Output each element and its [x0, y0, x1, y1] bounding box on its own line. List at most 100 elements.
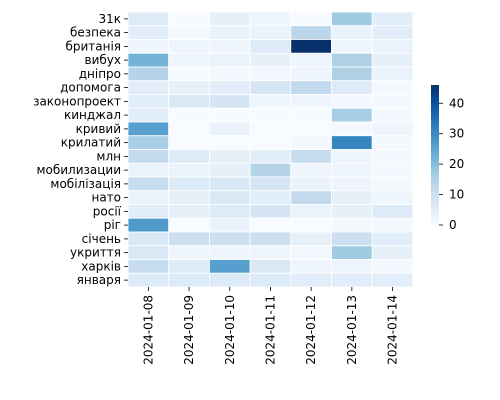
- heatmap-cells: [127, 11, 414, 288]
- heatmap-cell: [249, 176, 292, 192]
- colorbar-segment: [431, 131, 439, 134]
- colorbar-tick-label: 30: [449, 127, 464, 141]
- colorbar-segment: [431, 93, 439, 96]
- x-tick-label: 2024-01-09: [182, 295, 196, 365]
- heatmap-cell: [290, 25, 332, 40]
- heatmap-cell: [290, 66, 332, 82]
- heatmap-cell: [371, 80, 414, 95]
- heatmap-cell: [127, 245, 170, 260]
- colorbar-segment: [431, 195, 439, 198]
- heatmap-cell: [290, 231, 332, 247]
- heatmap-cell: [249, 204, 292, 219]
- heatmap-cell: [249, 80, 292, 95]
- colorbar-segment: [431, 109, 439, 112]
- heatmap-cell: [371, 176, 414, 192]
- heatmap-cell: [290, 272, 332, 288]
- heatmap-cell: [331, 162, 373, 178]
- colorbar-segment: [431, 193, 439, 196]
- heatmap-cell: [208, 162, 251, 178]
- heatmap-cell: [208, 190, 251, 205]
- colorbar-segment: [431, 183, 439, 186]
- heatmap-cell: [168, 11, 210, 27]
- colorbar-segment: [431, 215, 439, 218]
- heatmap-cell: [371, 259, 414, 274]
- colorbar-segment: [431, 113, 439, 116]
- colorbar-segment: [431, 121, 439, 124]
- colorbar-segment: [431, 125, 439, 128]
- x-tick-label: 2024-01-12: [304, 295, 318, 365]
- heatmap-cell: [208, 231, 251, 247]
- heatmap-cell: [290, 162, 332, 178]
- heatmap-cell: [331, 176, 373, 192]
- colorbar-segment: [431, 157, 439, 160]
- heatmap-cell: [127, 272, 170, 288]
- colorbar-segment: [431, 223, 439, 226]
- heatmap-cell: [168, 190, 210, 205]
- heatmap-cell: [168, 25, 210, 40]
- colorbar-segment: [431, 111, 439, 114]
- heatmap-cell: [331, 149, 373, 164]
- heatmap-cell: [331, 11, 373, 27]
- heatmap-cell: [127, 217, 170, 233]
- heatmap-cell: [249, 245, 292, 260]
- heatmap-cell: [168, 231, 210, 247]
- colorbar-segment: [431, 87, 439, 90]
- colorbar-segment: [431, 129, 439, 132]
- colorbar-segment: [431, 167, 439, 170]
- colorbar-segment: [431, 219, 439, 222]
- heatmap-cell: [208, 176, 251, 192]
- colorbar-segment: [431, 211, 439, 214]
- heatmap-cell: [331, 52, 373, 68]
- colorbar-segment: [431, 91, 439, 94]
- y-tick-label: безпека: [70, 26, 121, 40]
- heatmap-cell: [331, 245, 373, 260]
- heatmap-cell: [290, 11, 332, 27]
- colorbar-segment: [431, 95, 439, 98]
- heatmap-cell: [208, 245, 251, 260]
- heatmap-cell: [208, 66, 251, 82]
- colorbar-segment: [431, 173, 439, 176]
- heatmap-cell: [371, 245, 414, 260]
- heatmap-cell: [371, 135, 414, 150]
- colorbar-segment: [431, 205, 439, 208]
- heatmap-cell: [331, 80, 373, 95]
- heatmap-cell: [331, 190, 373, 205]
- y-tick-label: харків: [81, 259, 121, 273]
- heatmap-cell: [331, 217, 373, 233]
- colorbar-segment: [431, 101, 439, 104]
- heatmap-cell: [371, 121, 414, 137]
- heatmap-cell: [290, 245, 332, 260]
- x-tick-label: 2024-01-08: [141, 295, 155, 365]
- colorbar-segment: [431, 159, 439, 162]
- x-tick-labels: 2024-01-08 2024-01-09 2024-01-10 2024-01-11…: [141, 287, 400, 365]
- heatmap-cell: [127, 162, 170, 178]
- colorbar-segment: [431, 177, 439, 180]
- colorbar-segment: [431, 99, 439, 102]
- heatmap-cell: [127, 121, 170, 137]
- x-tick-label: 2024-01-10: [223, 295, 237, 365]
- colorbar-segment: [431, 221, 439, 224]
- colorbar-segment: [431, 103, 439, 106]
- y-tick-label: дніпро: [79, 67, 121, 81]
- colorbar-segment: [431, 169, 439, 172]
- heatmap-cell: [331, 25, 373, 40]
- colorbar-segment: [431, 137, 439, 140]
- colorbar-segment: [431, 203, 439, 206]
- heatmap-cell: [331, 107, 373, 123]
- y-tick-label: нато: [91, 191, 121, 205]
- y-tick-label: ріг: [104, 218, 121, 232]
- colorbar-segment: [431, 207, 439, 210]
- heatmap-cell: [168, 217, 210, 233]
- heatmap-cell: [331, 66, 373, 82]
- colorbar-segment: [431, 135, 439, 138]
- y-tick-label: мобилизации: [36, 163, 121, 177]
- heatmap-cell: [290, 107, 332, 123]
- heatmap-cell: [127, 135, 170, 150]
- heatmap-cell: [168, 52, 210, 68]
- heatmap-cell: [249, 52, 292, 68]
- heatmap-cell: [371, 204, 414, 219]
- heatmap-cell: [208, 135, 251, 150]
- heatmap-cell: [127, 107, 170, 123]
- heatmap-cell: [208, 259, 251, 274]
- heatmap-cell: [249, 11, 292, 27]
